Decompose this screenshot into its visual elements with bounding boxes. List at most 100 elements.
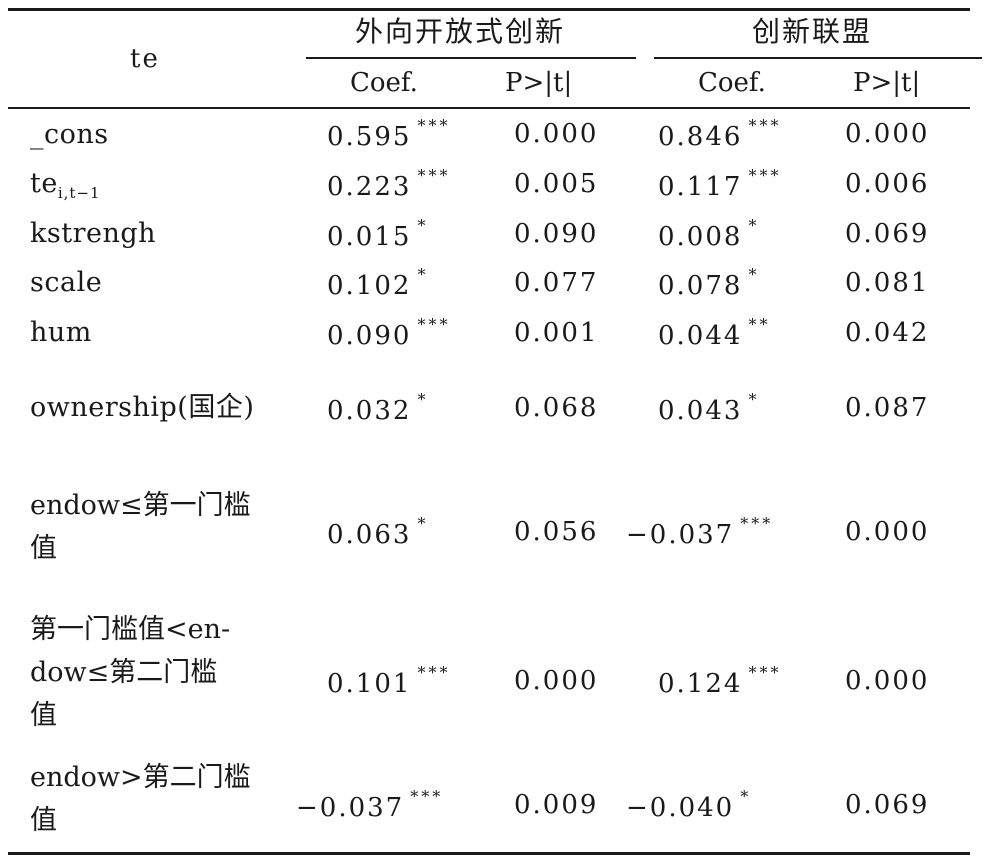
coef-cell: 0.032 * — [327, 392, 428, 426]
coef-value: 0.846 — [658, 122, 743, 152]
row-label: ownership(国企) — [30, 392, 255, 423]
row-label: scale — [30, 267, 103, 298]
significance-stars: *** — [417, 663, 451, 682]
row-label-line: 第一门槛值<en- — [30, 614, 231, 645]
row-label-line: 值 — [30, 700, 57, 731]
row-label: kstrengh — [30, 218, 157, 249]
p-value-cell: 0.006 — [845, 169, 930, 199]
coef-value: 0.223 — [327, 172, 412, 202]
p-value-cell: 0.000 — [845, 666, 930, 696]
group2-underline — [654, 57, 982, 59]
p-header-1: P>|t| — [505, 68, 573, 98]
coef-value: 0.008 — [658, 222, 743, 252]
row-label-text: te — [30, 168, 58, 199]
significance-stars: * — [748, 216, 760, 235]
row-label-line: 值 — [30, 533, 57, 564]
significance-stars: * — [748, 390, 760, 409]
significance-stars: *** — [748, 166, 782, 185]
p-value-cell: 0.087 — [845, 393, 930, 423]
row-label-subscript: i,t−1 — [57, 184, 101, 202]
coef-cell: 0.101 *** — [327, 665, 450, 699]
bottom-rule — [8, 852, 970, 855]
row-label-header: te — [130, 44, 160, 74]
p-value-cell: 0.068 — [514, 393, 599, 423]
coef-cell: 0.008 * — [658, 218, 759, 252]
coef-cell: 0.063 * — [327, 516, 428, 550]
coef-cell: 0.846 *** — [658, 118, 781, 152]
coef-cell: −0.037 *** — [626, 516, 773, 550]
p-value-cell: 0.000 — [514, 119, 599, 149]
row-label: hum — [30, 317, 92, 348]
coef-cell: 0.044 ** — [658, 317, 770, 351]
coef-cell: 0.043 * — [658, 392, 759, 426]
row-label: endow≤第一门槛 值 — [30, 484, 251, 570]
p-value-cell: 0.000 — [845, 517, 930, 547]
coef-value: 0.101 — [327, 669, 412, 699]
row-label-line: endow≤第一门槛 — [30, 490, 251, 521]
coef-header-1: Coef. — [350, 68, 418, 98]
coef-cell: 0.102 * — [327, 267, 428, 301]
coef-value: 0.078 — [658, 271, 743, 301]
significance-stars: *** — [740, 514, 774, 533]
coef-value: 0.044 — [658, 321, 743, 351]
p-value-cell: 0.000 — [845, 119, 930, 149]
significance-stars: ** — [748, 315, 771, 334]
group2-header: 创新联盟 — [752, 15, 873, 48]
p-value-cell: 0.090 — [514, 219, 599, 249]
coef-value: 0.015 — [327, 222, 412, 252]
p-value-cell: 0.042 — [845, 318, 930, 348]
row-label: tei,t−1 — [30, 170, 101, 201]
p-value-cell: 0.056 — [514, 517, 599, 547]
significance-stars: *** — [748, 663, 782, 682]
coef-cell: 0.124 *** — [658, 665, 781, 698]
coef-cell: 0.090 *** — [327, 317, 450, 351]
significance-stars: *** — [417, 116, 451, 135]
p-value-cell: 0.001 — [514, 318, 599, 348]
coef-value: 0.102 — [327, 271, 412, 301]
coef-value: −0.037 — [626, 520, 735, 550]
significance-stars: *** — [410, 787, 444, 806]
coef-value: 0.090 — [327, 321, 412, 351]
significance-stars: * — [740, 787, 752, 806]
coef-cell: 0.078 * — [658, 267, 759, 301]
significance-stars: * — [417, 216, 429, 235]
group1-underline — [306, 57, 636, 59]
row-label: _cons — [30, 119, 109, 150]
coef-header-2: Coef. — [698, 68, 766, 98]
p-value-cell: 0.069 — [845, 790, 930, 820]
p-value-cell: 0.081 — [845, 268, 930, 298]
significance-stars: * — [748, 265, 760, 284]
p-value-cell: 0.009 — [514, 790, 599, 820]
significance-stars: *** — [417, 315, 451, 334]
p-header-2: P>|t| — [853, 68, 921, 98]
significance-stars: *** — [417, 166, 451, 185]
significance-stars: *** — [748, 116, 782, 135]
p-value-cell: 0.069 — [845, 219, 930, 249]
coef-value: 0.117 — [658, 172, 743, 202]
coef-value: −0.037 — [296, 793, 405, 823]
coef-cell: 0.223 *** — [327, 168, 450, 202]
coef-cell: −0.037 *** — [296, 789, 443, 823]
significance-stars: * — [417, 514, 429, 533]
row-label-line: dow≤第二门槛 — [30, 657, 218, 688]
header-rule — [8, 107, 970, 109]
coef-cell: 0.595 *** — [327, 118, 450, 152]
coef-value: 0.043 — [658, 396, 743, 426]
row-label: 第一门槛值<en- dow≤第二门槛 值 — [30, 608, 230, 737]
p-value-cell: 0.077 — [514, 268, 599, 298]
row-label: endow>第二门槛 值 — [30, 756, 251, 842]
coef-cell: 0.117 *** — [658, 168, 781, 202]
significance-stars: * — [417, 390, 429, 409]
coef-value: −0.040 — [626, 793, 735, 823]
coef-value: 0.595 — [327, 122, 412, 152]
coef-cell: −0.040 * — [626, 789, 751, 823]
row-label-line: endow>第二门槛 — [30, 762, 251, 793]
coef-cell: 0.015 * — [327, 218, 428, 252]
significance-stars: * — [417, 265, 429, 284]
row-label-line: 值 — [30, 805, 57, 836]
coef-value: 0.063 — [327, 520, 412, 550]
p-value-cell: 0.000 — [514, 666, 599, 696]
group1-header: 外向开放式创新 — [355, 15, 566, 48]
p-value-cell: 0.005 — [514, 169, 599, 199]
coef-value: 0.032 — [327, 396, 412, 426]
